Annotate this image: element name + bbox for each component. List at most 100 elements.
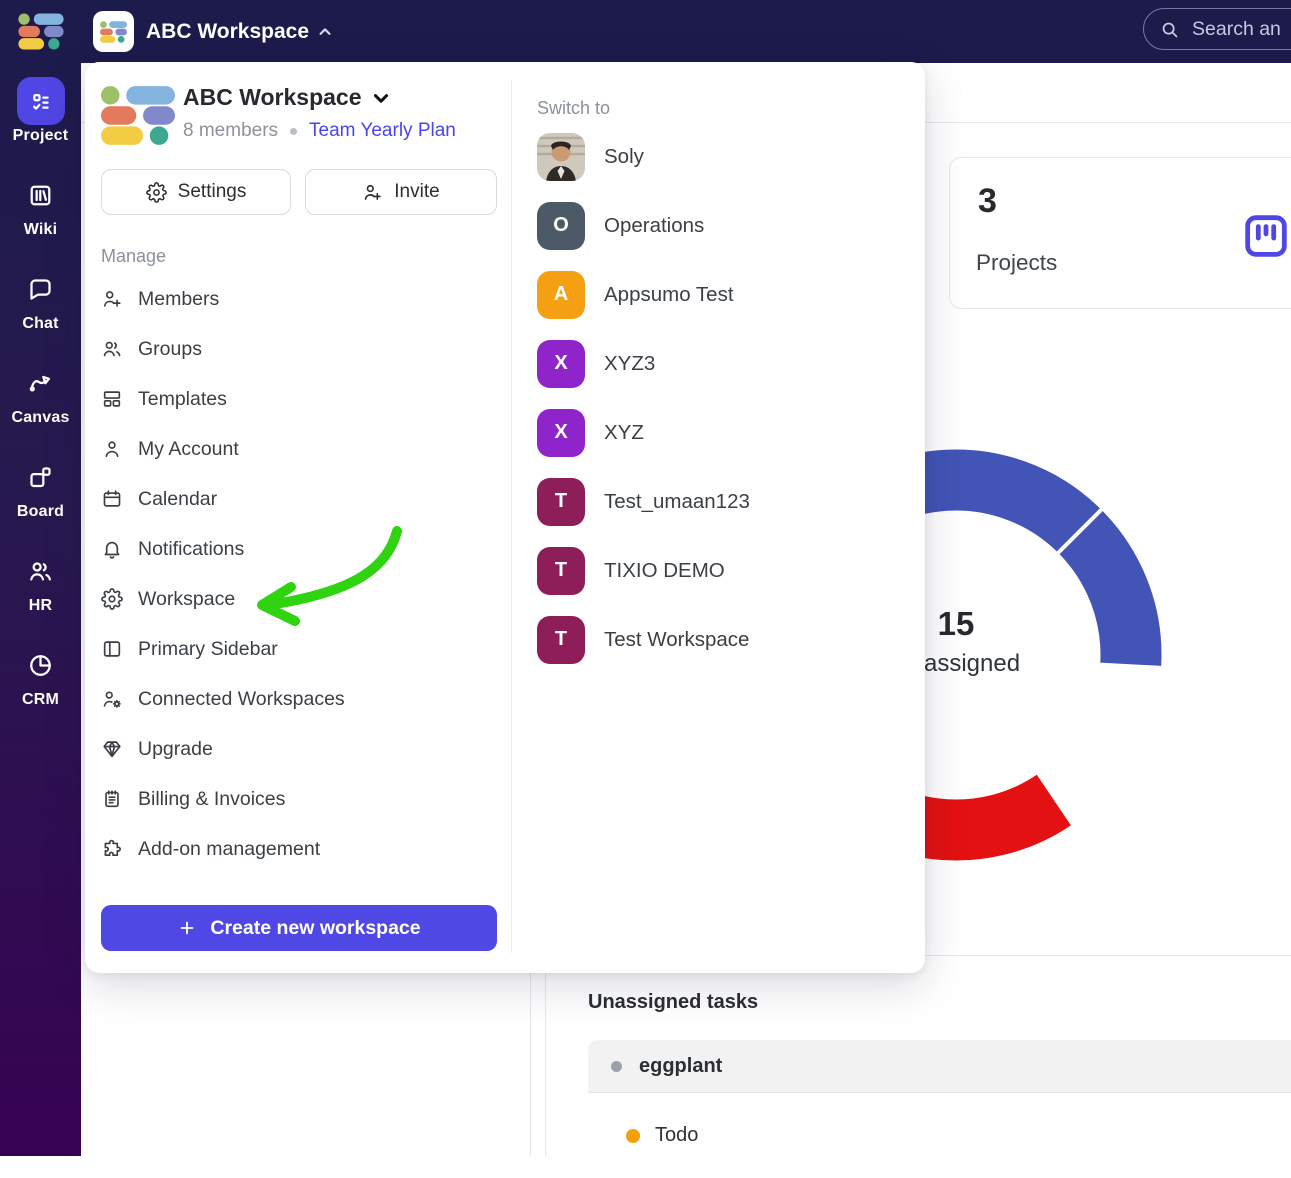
menu-item-my-account[interactable]: My Account [101,424,497,474]
person-icon [101,438,123,460]
switch-workspace-test-umaan123[interactable]: T Test_umaan123 [537,467,909,536]
workspace-name: TIXIO DEMO [604,558,725,582]
invite-button[interactable]: Invite [305,169,497,215]
gear-icon [145,181,167,203]
group-dot-icon [611,1060,622,1072]
workspace-name: XYZ [604,420,644,444]
receipt-icon [101,788,123,810]
sidebar-item-label: CRM [21,691,60,708]
topbar-workspace-name[interactable]: ABC Workspace [146,20,309,43]
menu-item-label: Groups [138,337,202,360]
workspace-name: Test_umaan123 [604,489,750,513]
menu-item-connected-workspaces[interactable]: Connected Workspaces [101,674,497,724]
menu-item-billing-invoices[interactable]: Billing & Invoices [101,774,497,824]
switch-to-label: Switch to [537,98,611,118]
people-icon [17,547,65,595]
workspace-logo-icon [100,20,127,43]
menu-item-label: Primary Sidebar [138,637,278,660]
workspace-avatar: X [537,408,585,457]
switch-workspace-operations[interactable]: O Operations [537,191,909,260]
switch-workspace-test-workspace[interactable]: T Test Workspace [537,605,909,674]
pie-icon [17,641,65,689]
menu-item-workspace[interactable]: Workspace [101,574,497,624]
switch-workspace-soly[interactable]: Soly [537,122,909,191]
menu-item-primary-sidebar[interactable]: Primary Sidebar [101,624,497,674]
sidebar-item-label: Wiki [23,221,58,238]
group-name: eggplant [639,1054,723,1077]
sidebar-item-label: Board [16,503,65,520]
workspace-avatar: O [537,201,585,250]
calendar-icon [101,488,123,510]
switch-workspace-xyz3[interactable]: X XYZ3 [537,329,909,398]
workspace-name: Soly [604,144,644,168]
invite-button-label: Invite [394,181,440,202]
menu-item-label: Members [138,287,220,310]
members-count: 8 members [183,120,279,141]
kanban-icon [1241,211,1291,261]
projects-count: 3 [978,182,997,220]
bell-icon [101,538,123,560]
canvas-icon [17,359,65,407]
primary-sidebar: Project Wiki Chat Canvas Board [0,0,81,1156]
menu-item-label: My Account [138,437,239,460]
sidebar-item-hr[interactable]: HR [0,547,81,641]
menu-item-label: Add-on management [138,837,321,860]
menu-item-groups[interactable]: Groups [101,324,497,374]
projects-stat-card[interactable]: 3 Projects [949,157,1291,309]
person-add-icon [101,288,123,310]
sidebar-item-canvas[interactable]: Canvas [0,359,81,453]
menu-item-label: Workspace [138,587,236,610]
search-box[interactable]: Search an [1143,8,1291,50]
menu-item-label: Upgrade [138,737,213,760]
popup-column-divider [511,80,512,953]
workspace-logo-chip[interactable] [93,11,134,52]
menu-item-label: Notifications [138,537,245,560]
menu-item-label: Templates [138,387,227,410]
settings-button-label: Settings [177,181,247,202]
donut-center-label: assigned [924,650,1021,677]
workspace-avatar-photo [537,132,585,181]
workspace-avatar: X [537,339,585,388]
chat-icon [17,265,65,313]
sidebar-item-label: Chat [22,315,59,332]
menu-item-members[interactable]: Members [101,274,497,324]
sidebar-item-chat[interactable]: Chat [0,265,81,359]
todo-dot-icon [626,1128,640,1143]
plan-link[interactable]: Team Yearly Plan [309,120,456,141]
sidebar-item-label: Project [12,127,69,144]
settings-button[interactable]: Settings [101,169,291,215]
sidebar-item-project[interactable]: Project [0,77,81,171]
menu-item-add-on-management[interactable]: Add-on management [101,824,497,874]
chevron-down-icon[interactable] [370,87,392,109]
workspace-avatar: T [537,615,585,664]
topbar: ABC Workspace Search an [0,0,1291,63]
sidebar-item-board[interactable]: Board [0,453,81,547]
menu-item-notifications[interactable]: Notifications [101,524,497,574]
menu-item-upgrade[interactable]: Upgrade [101,724,497,774]
puzzle-icon [101,838,123,860]
switch-workspace-tixio-demo[interactable]: T TIXIO DEMO [537,536,909,605]
person-add-icon [362,182,383,203]
sidebar-item-wiki[interactable]: Wiki [0,171,81,265]
workspace-avatar: T [537,546,585,595]
menu-item-calendar[interactable]: Calendar [101,474,497,524]
plus-icon [177,918,197,938]
diamond-icon [101,738,123,760]
menu-item-templates[interactable]: Templates [101,374,497,424]
switch-workspace-appsumo-test[interactable]: A Appsumo Test [537,260,909,329]
people-icon [101,338,123,360]
task-status-row[interactable]: Todo [588,1093,1291,1178]
sidebar-layout-icon [101,638,123,660]
workspace-name: Test Workspace [604,627,750,651]
checklist-icon [16,77,65,125]
books-icon [17,171,65,219]
switch-workspace-xyz[interactable]: X XYZ [537,398,909,467]
task-group-row[interactable]: eggplant [588,1040,1291,1093]
menu-item-label: Connected Workspaces [138,687,345,710]
create-new-workspace-button[interactable]: Create new workspace [101,905,497,951]
menu-item-label: Billing & Invoices [138,787,286,810]
chevron-up-icon[interactable] [316,23,334,41]
unassigned-tasks-title: Unassigned tasks [588,991,759,1013]
sidebar-item-crm[interactable]: CRM [0,641,81,735]
app-logo[interactable] [18,13,64,50]
